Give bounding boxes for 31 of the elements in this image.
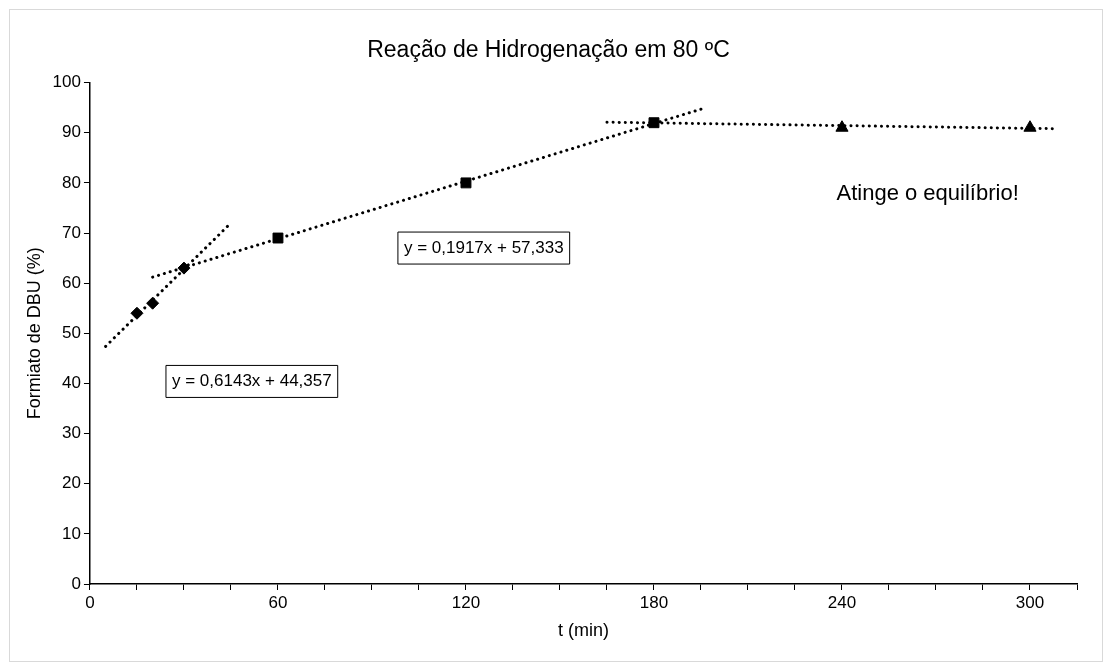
annotation: Atinge o equilíbrio!	[836, 179, 1019, 205]
y-tick-label: 40	[62, 373, 81, 393]
y-tick-label: 100	[52, 72, 81, 92]
annotation: y = 0,1917x + 57,333	[403, 237, 564, 257]
chart-title: Reação de Hidrogenação em 80 ºC	[367, 36, 730, 63]
y-tick-label: 60	[62, 272, 81, 292]
point	[130, 306, 144, 320]
point	[1023, 120, 1037, 132]
x-tick-label: 180	[639, 592, 669, 612]
y-tick-label: 0	[71, 573, 81, 593]
point	[146, 296, 160, 310]
point	[460, 177, 472, 189]
point	[648, 117, 660, 129]
y-tick-label: 80	[62, 172, 81, 192]
x-tick-label: 120	[451, 592, 481, 612]
y-tick-label: 70	[62, 222, 81, 242]
x-tick-label: 0	[85, 592, 95, 612]
point	[835, 120, 849, 132]
y-tick-label: 10	[62, 523, 81, 543]
x-axis-title: t (min)	[557, 620, 609, 641]
point	[272, 232, 284, 244]
y-tick-label: 20	[62, 473, 81, 493]
y-tick-label: 50	[62, 322, 81, 342]
annotation: y = 0,6143x + 44,357	[171, 371, 332, 391]
x-tick-label: 240	[827, 592, 857, 612]
x-tick-label: 300	[1015, 592, 1045, 612]
y-tick-label: 90	[62, 122, 81, 142]
y-axis-title: Formiato de DBU (%)	[23, 247, 44, 420]
point	[177, 261, 191, 275]
x-tick-label: 60	[268, 592, 288, 612]
y-tick-label: 30	[62, 423, 81, 443]
